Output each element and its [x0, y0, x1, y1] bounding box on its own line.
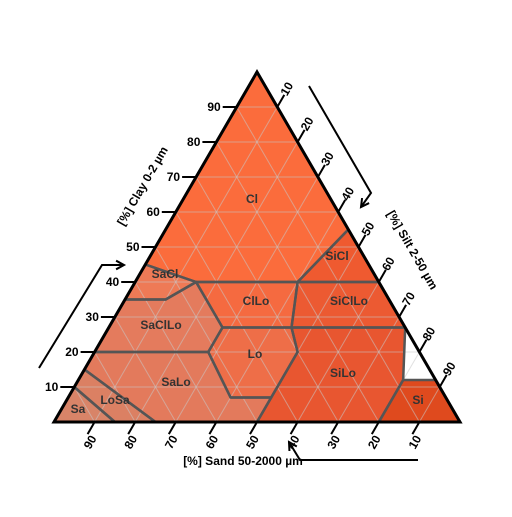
sand-tick	[167, 421, 177, 435]
sand-axis-title: [%] Sand 50-2000 µm	[183, 454, 303, 468]
grid-line-sand-80	[94, 351, 136, 423]
silt-tick	[337, 199, 347, 213]
class-labels: Cl SiCl SaCl ClLo SiClLo SaClLo Lo SiLo SaLo LoSa…	[71, 192, 424, 416]
sand-tick-label: 80	[121, 433, 140, 452]
region-sicllo	[291, 282, 406, 328]
clay-tick-label: 50	[126, 240, 140, 254]
grid-line-sand-30	[195, 176, 339, 423]
class-label-cllo: ClLo	[243, 294, 270, 308]
clay-direction-arrow	[38, 264, 124, 369]
clay-tick-label: 90	[207, 100, 221, 114]
grid-line-silt-60	[297, 281, 380, 423]
sand-tick-label: 70	[162, 433, 181, 452]
silt-tick-label: 90	[440, 359, 459, 378]
percentage-grid	[73, 106, 441, 423]
sand-tick-label: 60	[203, 433, 222, 452]
silt-tick-label: 30	[318, 149, 337, 168]
silt-tick-label: 50	[359, 219, 378, 238]
clay-tick-label: 40	[106, 275, 120, 289]
class-label-sicllo: SiClLo	[330, 294, 368, 308]
clay-tick-label: 70	[167, 170, 181, 184]
silt-tick	[398, 304, 407, 318]
grid-line-silt-90	[418, 386, 441, 423]
sand-tick	[289, 421, 299, 435]
silt-tick	[276, 94, 286, 108]
class-label-sacl: SaCl	[152, 267, 179, 281]
class-label-lo: Lo	[248, 347, 263, 361]
sand-tick-label: 90	[81, 433, 100, 452]
silt-axis-title: [%] Silt 2-50 µm	[384, 208, 441, 292]
sand-tick-label: 10	[406, 433, 425, 452]
region-losa	[74, 369, 156, 422]
silt-tick	[357, 234, 367, 248]
silt-direction-arrow	[308, 85, 373, 208]
grid-line-silt-10	[94, 106, 278, 423]
region-silo	[257, 327, 406, 422]
silt-tick	[296, 129, 306, 143]
grid-line-sand-90	[73, 386, 96, 423]
sand-tick	[127, 421, 137, 435]
clay-tick-label: 80	[187, 135, 201, 149]
grid-line-silt-70	[337, 316, 400, 423]
silt-tick-label: 10	[277, 79, 296, 98]
sand-tick-label: 50	[243, 433, 262, 452]
class-label-sicl: SiCl	[325, 249, 348, 263]
class-label-losa: LoSa	[100, 393, 130, 407]
silt-tick-label: 40	[338, 184, 357, 203]
grid-line-sand-50	[155, 246, 258, 423]
class-label-si: Si	[412, 393, 423, 407]
sand-tick	[86, 421, 96, 435]
sand-direction-arrow	[288, 441, 418, 461]
region-si	[378, 380, 460, 422]
clay-tick-label: 20	[65, 345, 79, 359]
class-label-sa: Sa	[71, 402, 86, 416]
silt-tick	[418, 339, 428, 353]
silt-tick-label: 80	[420, 324, 439, 343]
clay-tick-label: 10	[45, 380, 59, 394]
sand-tick-label: 30	[324, 433, 343, 452]
region-lo	[208, 327, 298, 398]
silt-tick-label: 20	[298, 114, 317, 133]
sand-tick	[330, 421, 340, 435]
sand-tick	[249, 421, 258, 435]
sand-tick	[411, 421, 421, 435]
class-label-cl: Cl	[246, 192, 258, 206]
class-label-silo: SiLo	[330, 366, 356, 380]
silt-direction-arrow-head	[359, 197, 370, 209]
clay-tick-label: 30	[86, 310, 100, 324]
grid-line-sand-70	[114, 316, 177, 423]
axis-direction-arrows	[38, 85, 418, 461]
clay-direction-arrow-head	[115, 259, 127, 271]
grid-line-sand-10	[236, 106, 420, 423]
region-cllo	[196, 282, 298, 328]
silt-tick	[377, 269, 387, 283]
silt-tick	[438, 374, 448, 388]
sand-tick	[370, 421, 380, 435]
region-sicl	[297, 229, 379, 282]
silt-tick-label: 60	[379, 254, 398, 273]
clay-axis-title: [%] Clay 0-2 µm	[114, 144, 171, 228]
class-label-salo: SaLo	[161, 375, 190, 389]
grid-line-silt-30	[175, 176, 319, 423]
sand-tick-label: 20	[365, 433, 384, 452]
sand-tick	[208, 421, 218, 435]
sand-direction-arrow-head	[287, 440, 298, 452]
silt-tick	[317, 164, 326, 178]
silt-tick-label: 70	[399, 289, 418, 308]
class-label-sacllo: SaClLo	[140, 318, 181, 332]
clay-tick-label: 60	[146, 205, 160, 219]
